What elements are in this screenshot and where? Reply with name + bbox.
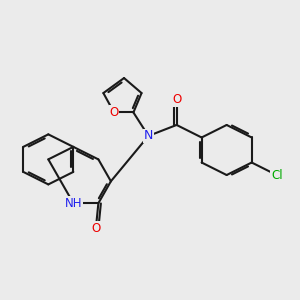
Text: O: O [110, 106, 118, 119]
Text: Cl: Cl [271, 169, 283, 182]
Text: N: N [144, 129, 153, 142]
Text: O: O [91, 222, 101, 235]
Text: NH: NH [64, 197, 82, 210]
Text: O: O [172, 93, 181, 106]
